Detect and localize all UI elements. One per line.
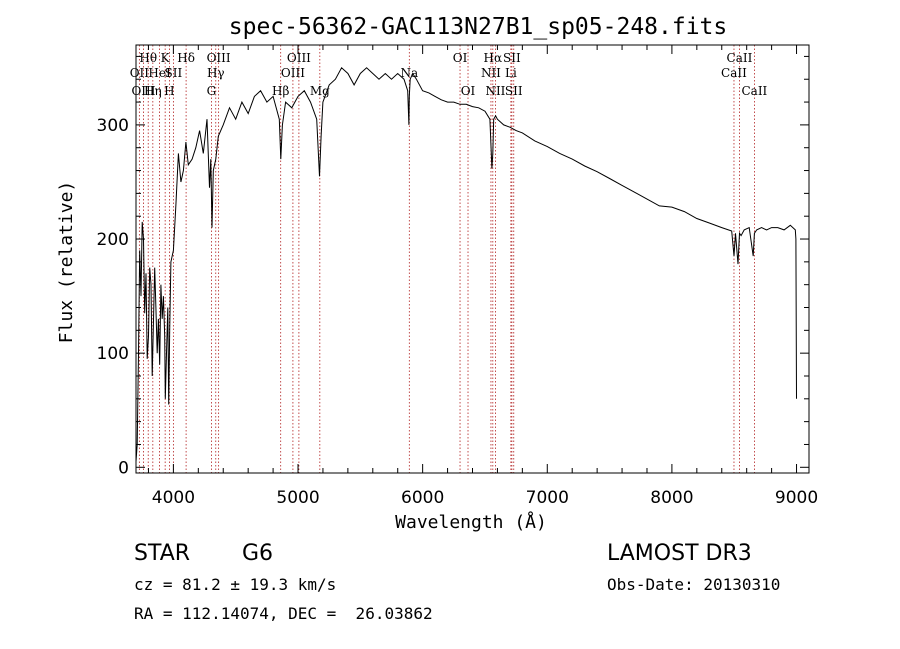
x-tick-label: 6000	[401, 488, 444, 508]
y-axis: 0 100 200 300	[97, 55, 809, 478]
line-label: NII	[485, 84, 505, 98]
line-label: CaII	[727, 51, 753, 65]
line-label: Hα	[484, 51, 503, 65]
line-label: Hβ	[272, 84, 289, 98]
x-tick-label: 8000	[650, 488, 693, 508]
line-label: OI	[461, 84, 476, 98]
line-label: OI	[453, 51, 468, 65]
line-label: OIII	[287, 51, 311, 65]
survey-name: LAMOST DR3	[607, 541, 752, 566]
spectral-line-markers	[138, 45, 755, 473]
x-tick-label: 9000	[775, 488, 818, 508]
line-label: Mg	[310, 84, 330, 98]
line-label: CaII	[721, 66, 747, 80]
y-axis-label: Flux (relative)	[56, 181, 77, 344]
x-tick-label: 5000	[276, 488, 319, 508]
line-label: Na	[400, 66, 418, 80]
line-label: OII	[130, 66, 150, 80]
line-label: H	[164, 84, 174, 98]
line-label: Hθ	[139, 51, 157, 65]
line-label: Li	[505, 66, 517, 80]
line-label: K	[161, 51, 171, 65]
redshift-cz: cz = 81.2 ± 19.3 km/s	[134, 575, 337, 594]
y-tick-label: 200	[97, 230, 129, 250]
object-class: STAR	[134, 541, 191, 566]
x-tick-label: 4000	[152, 488, 195, 508]
chart-title: spec-56362-GAC113N27B1_sp05-248.fits	[229, 14, 728, 40]
line-label: OIII	[207, 51, 231, 65]
y-tick-label: 0	[118, 458, 129, 478]
line-label: SII	[165, 66, 183, 80]
y-tick-label: 100	[97, 344, 129, 364]
x-axis-label: Wavelength (Å)	[395, 511, 547, 533]
line-label: OIII	[131, 84, 155, 98]
line-label: CaII	[741, 84, 767, 98]
ra-dec-coordinates: RA = 112.14074, DEC = 26.03862	[134, 604, 433, 623]
subclass: G6	[242, 541, 274, 566]
plot-frame	[135, 44, 810, 474]
line-label: HeI	[148, 66, 171, 80]
x-axis: 4000 5000 6000 7000 8000 9000	[147, 45, 818, 508]
line-label: G	[207, 84, 217, 98]
x-tick-label: 7000	[526, 488, 569, 508]
line-label: NII	[481, 66, 501, 80]
spectrum-line	[135, 67, 797, 462]
line-label: Hη	[144, 84, 162, 98]
line-label: OIII	[281, 66, 305, 80]
line-label: Hγ	[207, 66, 225, 80]
line-label: SII	[505, 84, 523, 98]
line-label: SII	[503, 51, 521, 65]
line-label: Hδ	[177, 51, 195, 65]
y-tick-label: 300	[97, 116, 129, 136]
obs-date: Obs-Date: 20130310	[607, 575, 781, 594]
